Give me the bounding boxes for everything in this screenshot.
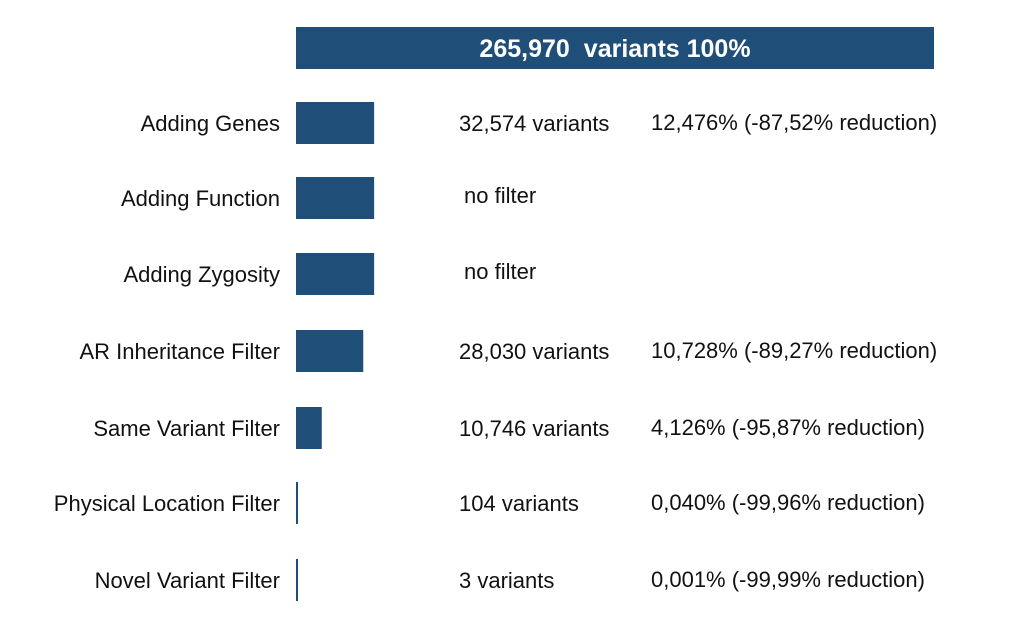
filter-row: Adding Function no filter <box>121 177 536 219</box>
filter-row-bar <box>296 407 322 449</box>
filter-row-count: no filter <box>464 183 536 208</box>
filter-row-percentage: 10,728% (-89,27% reduction) <box>651 338 937 363</box>
filter-row-bar <box>296 330 364 372</box>
filter-row: AR Inheritance Filter 28,030 variants 10,7… <box>79 330 937 372</box>
filter-row-count: 3 variants <box>459 568 554 593</box>
filter-row-percentage: 4,126% (-95,87% reduction) <box>651 415 925 440</box>
filter-row: Adding Zygosity no filter <box>123 253 536 295</box>
filter-row-label: Same Variant Filter <box>93 416 280 441</box>
total-unit: variants 100% <box>584 35 751 63</box>
filter-row-bar <box>296 177 375 219</box>
filter-row-count: 28,030 variants <box>459 339 609 364</box>
filter-row-bar <box>296 559 298 601</box>
filter-row-label: Adding Function <box>121 186 280 211</box>
filter-row-bar <box>296 253 375 295</box>
filter-row-count: 104 variants <box>459 491 579 516</box>
filter-row: Adding Genes 32,574 variants 12,476% (-87,… <box>141 102 937 144</box>
total-variants-bar <box>296 27 934 69</box>
filter-row-label: Adding Zygosity <box>123 262 280 287</box>
filter-row-label: Physical Location Filter <box>54 491 280 516</box>
filter-row: Physical Location Filter 104 variants 0,04… <box>54 482 925 524</box>
filter-row-percentage: 12,476% (-87,52% reduction) <box>651 110 937 135</box>
total-variants-bar-group: 265,970 variants 100% <box>296 27 934 69</box>
filter-row-bar <box>296 102 375 144</box>
filter-row-label: Adding Genes <box>141 111 280 136</box>
filter-row-count: 32,574 variants <box>459 111 609 136</box>
filter-row-percentage: 0,001% (-99,99% reduction) <box>651 567 925 592</box>
total-variants-label: 265,970 variants 100% <box>479 35 750 63</box>
filter-row-label: Novel Variant Filter <box>95 568 280 593</box>
filter-row: Same Variant Filter 10,746 variants 4,126%… <box>93 407 925 449</box>
filter-row-count: no filter <box>464 259 536 284</box>
filter-row-bar <box>296 482 298 524</box>
filter-rows: Adding Genes 32,574 variants 12,476% (-87,… <box>54 102 937 601</box>
total-count: 265,970 <box>479 35 569 63</box>
filter-row-label: AR Inheritance Filter <box>79 339 280 364</box>
filter-row-count: 10,746 variants <box>459 416 609 441</box>
filter-row-percentage: 0,040% (-99,96% reduction) <box>651 490 925 515</box>
filter-row: Novel Variant Filter 3 variants 0,001% (-9… <box>95 559 925 601</box>
